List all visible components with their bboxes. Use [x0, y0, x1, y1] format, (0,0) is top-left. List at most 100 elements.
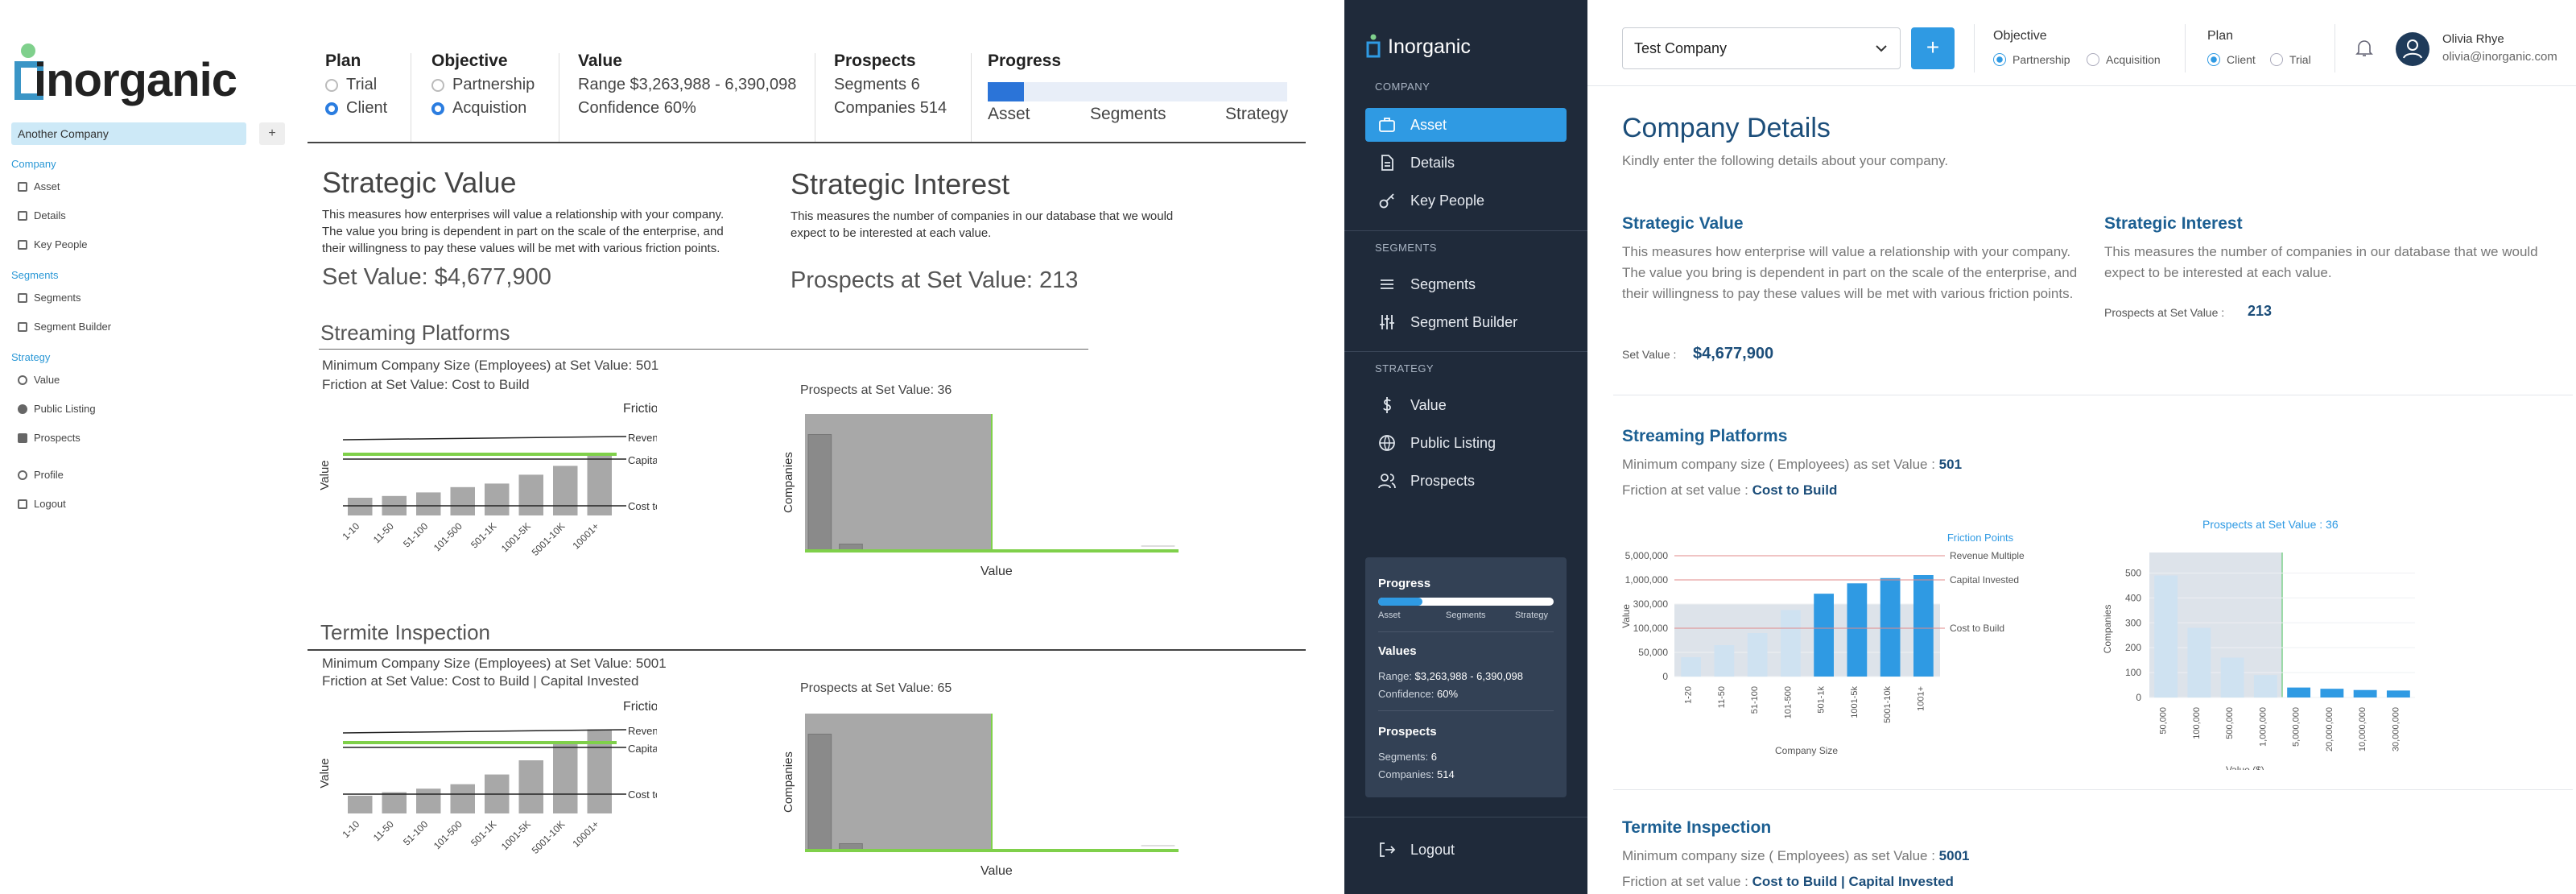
wire-nav-profile[interactable]: Profile	[18, 469, 64, 481]
prospects-companies: Companies: 514	[1378, 768, 1455, 780]
x-tick-label: 500,000	[2225, 707, 2235, 739]
divider	[2334, 24, 2335, 72]
x-tick-label: 20,000,000	[2325, 707, 2334, 751]
nav-key-people[interactable]: Key People	[1365, 184, 1567, 217]
y-tick-label: 400	[2125, 592, 2141, 603]
termite-friction: Friction at set value : Cost to Build | …	[1622, 871, 1954, 892]
plan-label: Plan	[2207, 29, 2234, 43]
y-tick-label: 50,000	[1638, 647, 1668, 658]
nav-details[interactable]: Details	[1365, 146, 1567, 180]
divider	[319, 349, 1088, 350]
wire-value-title: Value	[578, 52, 622, 70]
wire-threshold-label: Capital Invested	[628, 454, 657, 466]
avatar[interactable]	[2396, 32, 2429, 66]
radio-icon[interactable]	[431, 78, 444, 92]
wire-progress-asset: Asset	[988, 105, 1030, 123]
wire-objective-acquisition[interactable]: Acquistion	[431, 99, 535, 118]
bar	[1880, 577, 1901, 677]
wire-nav-public-listing[interactable]: Public Listing	[18, 403, 96, 415]
wire-nav-value[interactable]: Value	[18, 374, 60, 386]
add-company-button[interactable]: +	[1911, 27, 1955, 69]
y-tick-label: 0	[1662, 671, 1668, 682]
wire-nav-asset[interactable]: Asset	[18, 180, 60, 192]
wire-add-company-button[interactable]: +	[259, 122, 285, 145]
wire-x-label: Value	[980, 565, 1013, 578]
radio-selected-icon[interactable]	[431, 101, 444, 115]
wire-nav-asset-label: Asset	[34, 180, 60, 192]
plan-client-radio[interactable]: Client	[2207, 53, 2256, 66]
x-tick-label: 10,000,000	[2358, 707, 2368, 751]
wire-x-tick: 1001-5K	[499, 818, 533, 852]
wire-objective-title: Objective	[431, 52, 508, 70]
wire-termite-friction-chart: 1-10 11-50 51-100 101-500 501-1K 1001-5K5001-…	[319, 701, 657, 856]
bar	[2353, 689, 2377, 697]
logout-icon	[18, 499, 27, 509]
objective-partnership-radio[interactable]: Partnership	[1993, 53, 2070, 66]
wire-termite-prospects-chart: Companies Value	[782, 714, 1179, 878]
nav-details-label: Details	[1410, 154, 1455, 171]
y-axis-label: Value	[1620, 604, 1632, 628]
wire-strategic-value-desc: This measures how enterprises will value…	[322, 208, 724, 255]
wire-nav-key-people[interactable]: Key People	[18, 238, 88, 250]
wire-y-label: Value	[319, 758, 332, 788]
strategic-value-title: Strategic Value	[1622, 214, 1744, 233]
radio-icon[interactable]	[2087, 53, 2099, 66]
wire-bar	[450, 486, 475, 515]
radio-icon[interactable]	[325, 78, 338, 92]
wire-nav-details-label: Details	[34, 209, 66, 221]
bell-icon[interactable]	[2355, 39, 2373, 58]
wire-y-label: Companies	[782, 452, 795, 513]
wire-nav-segments[interactable]: Segments	[18, 292, 81, 304]
wire-nav-segments-label: Segments	[34, 292, 81, 304]
wire-x-tick: 5001-10K	[530, 520, 568, 558]
values-confidence: Confidence: 60%	[1378, 688, 1458, 700]
x-tick-label: 50,000	[2159, 707, 2169, 735]
progress-segments: Segments	[1446, 610, 1486, 620]
plan-trial-radio[interactable]: Trial	[2270, 53, 2311, 66]
logout-icon	[1380, 842, 1396, 857]
wire-nav-details[interactable]: Details	[18, 209, 66, 221]
x-tick-label: 11-50	[1717, 686, 1727, 708]
radio-icon[interactable]	[2270, 53, 2283, 66]
bar	[1913, 575, 1934, 677]
nav-section-strategy: STRATEGY	[1375, 362, 1435, 375]
wire-plan-trial[interactable]: Trial	[325, 76, 387, 94]
wire-nav-segment-builder[interactable]: Segment Builder	[18, 321, 111, 333]
nav-value[interactable]: Value	[1365, 388, 1567, 422]
wire-company-select[interactable]: Another Company	[11, 122, 246, 145]
nav-segments[interactable]: Segments	[1365, 267, 1567, 301]
nav-public-listing-label: Public Listing	[1410, 434, 1496, 451]
wire-value-filter: Value Range $3,263,988 - 6,390,098 Confi…	[578, 52, 796, 140]
radio-selected-icon[interactable]	[325, 101, 338, 115]
friction-points-chart: 0 50,000 100,000 300,000 1,000,000 5,000,000 1…	[1620, 532, 2025, 756]
wire-nav-logout-label: Logout	[34, 498, 66, 510]
nav-section-segments: SEGMENTS	[1375, 242, 1437, 254]
wire-nav-public-listing-label: Public Listing	[34, 403, 96, 415]
bar	[1681, 657, 1701, 677]
wire-streaming-prospects-chart: Companies Value	[782, 414, 1179, 578]
objective-acquisition-radio[interactable]: Acquisition	[2087, 53, 2161, 66]
dollar-icon	[1383, 397, 1391, 413]
divider	[1378, 631, 1554, 632]
nav-public-listing[interactable]: Public Listing	[1365, 426, 1567, 460]
bar	[1781, 610, 1801, 677]
wire-nav-prospects-label: Prospects	[34, 432, 80, 444]
wire-objective-partnership[interactable]: Partnership	[431, 76, 535, 94]
wire-nav-prospects[interactable]: Prospects	[18, 432, 80, 444]
nav-prospects[interactable]: Prospects	[1365, 464, 1567, 498]
wire-plan-client[interactable]: Client	[325, 99, 387, 118]
nav-asset[interactable]: Asset	[1365, 108, 1567, 142]
divider	[1613, 789, 2573, 790]
wire-bar	[553, 743, 578, 813]
x-tick-label: 5,000,000	[2292, 707, 2301, 747]
bar	[2187, 627, 2211, 697]
nav-segment-builder[interactable]: Segment Builder	[1365, 305, 1567, 339]
briefcase-icon	[18, 181, 27, 192]
wire-x-tick: 51-100	[401, 520, 431, 550]
streaming-min-value: 501	[1938, 457, 1963, 472]
wire-nav-logout[interactable]: Logout	[18, 498, 66, 510]
radio-selected-icon[interactable]	[1993, 53, 2006, 66]
nav-logout[interactable]: Logout	[1365, 833, 1567, 867]
company-select[interactable]: Test Company	[1622, 27, 1901, 69]
radio-selected-icon[interactable]	[2207, 53, 2220, 66]
